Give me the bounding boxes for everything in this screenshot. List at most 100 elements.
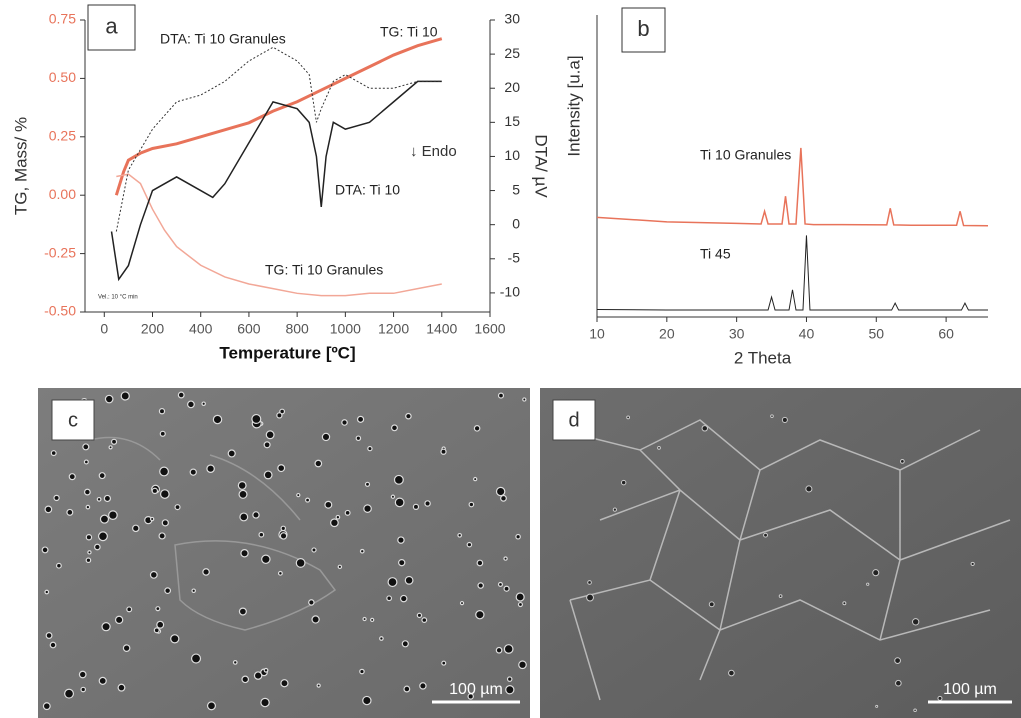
pore	[401, 595, 407, 601]
pore	[392, 425, 398, 431]
pore	[95, 544, 100, 549]
series-label: TG: Ti 10	[380, 24, 438, 40]
y2-tick-label: 5	[512, 181, 520, 197]
x-tick-label: 20	[659, 326, 675, 342]
pore	[360, 669, 364, 673]
pore	[160, 467, 169, 476]
x-tick-label: 10	[589, 326, 605, 342]
panel-label: d	[568, 409, 579, 431]
pore	[109, 511, 118, 520]
pore	[192, 589, 195, 592]
pore	[364, 505, 371, 512]
pore	[309, 600, 314, 605]
pore	[499, 393, 504, 398]
pore	[779, 595, 782, 598]
pore	[121, 392, 129, 400]
pore	[213, 415, 221, 423]
pore	[45, 506, 52, 513]
pore	[406, 414, 411, 419]
pore	[417, 613, 421, 617]
pore	[912, 619, 918, 625]
x-axis-label: Temperature [ºC]	[219, 343, 355, 362]
pore	[278, 465, 285, 472]
pore	[460, 602, 463, 605]
pore	[51, 451, 56, 456]
pore	[478, 583, 483, 588]
pore	[100, 515, 108, 523]
x-tick-label: 30	[729, 326, 745, 342]
pore	[358, 416, 364, 422]
pore	[371, 618, 374, 621]
y2-axis-label: DTA/ µV	[532, 134, 551, 198]
pore	[474, 426, 479, 431]
pore	[152, 488, 157, 493]
line-series	[597, 235, 988, 310]
pore	[764, 533, 768, 537]
panel-label: c	[68, 409, 78, 431]
pore	[88, 551, 91, 554]
pore	[782, 417, 787, 422]
pore	[395, 498, 404, 507]
pore	[241, 550, 248, 557]
series-label: DTA: Ti 10 Granules	[160, 31, 286, 47]
pore	[162, 520, 168, 526]
x-tick-label: 200	[141, 321, 165, 337]
pore	[422, 618, 427, 623]
pore	[895, 658, 901, 664]
pore	[261, 698, 269, 706]
pore	[102, 623, 110, 631]
line-series	[116, 47, 441, 231]
pore	[150, 572, 157, 579]
x-tick-label: 400	[189, 321, 213, 337]
y-tick-label: 0.50	[49, 69, 76, 85]
series-label: DTA: Ti 10	[335, 182, 400, 198]
pore	[203, 569, 209, 575]
pore	[467, 542, 471, 546]
pore	[404, 686, 410, 692]
pore	[504, 557, 507, 560]
x-tick-label: 600	[237, 321, 261, 337]
pore	[259, 532, 264, 537]
panel-label: b	[637, 16, 649, 41]
x-tick-label: 1600	[474, 321, 505, 337]
scale-bar-label: 100 µm	[943, 681, 997, 698]
pore	[157, 621, 164, 628]
x-tick-label: 50	[868, 326, 884, 342]
y2-tick-label: 25	[504, 45, 520, 61]
pore	[151, 517, 154, 520]
pore	[277, 413, 282, 418]
series-label: TG: Ti 10 Granules	[265, 262, 383, 278]
pore	[325, 501, 332, 508]
pore	[127, 607, 132, 612]
pore	[395, 475, 404, 484]
pore	[806, 486, 812, 492]
y2-tick-label: 15	[504, 113, 520, 129]
pore	[264, 471, 272, 479]
pore	[252, 415, 261, 424]
pore	[280, 533, 286, 539]
pore	[405, 577, 413, 585]
y-tick-label: 0.75	[49, 11, 76, 27]
pore	[398, 537, 404, 543]
pore	[901, 460, 905, 464]
pore	[43, 703, 50, 710]
pore	[202, 402, 205, 405]
pore	[338, 565, 341, 568]
y2-tick-label: 10	[504, 147, 520, 163]
pore	[239, 490, 247, 498]
figure: c 100 µm d 100 µm 0200400600800100012001…	[0, 0, 1021, 718]
pore	[363, 617, 366, 620]
pore	[105, 395, 112, 402]
x-tick-label: 60	[938, 326, 954, 342]
pore	[387, 596, 392, 601]
pore	[516, 535, 520, 539]
pore	[190, 469, 196, 475]
micrograph-d	[540, 388, 1021, 718]
pore	[504, 645, 513, 654]
pore	[363, 696, 371, 704]
pore	[588, 581, 592, 585]
pore	[587, 594, 594, 601]
pore	[46, 633, 52, 639]
pore	[254, 672, 261, 679]
pore	[296, 559, 305, 568]
